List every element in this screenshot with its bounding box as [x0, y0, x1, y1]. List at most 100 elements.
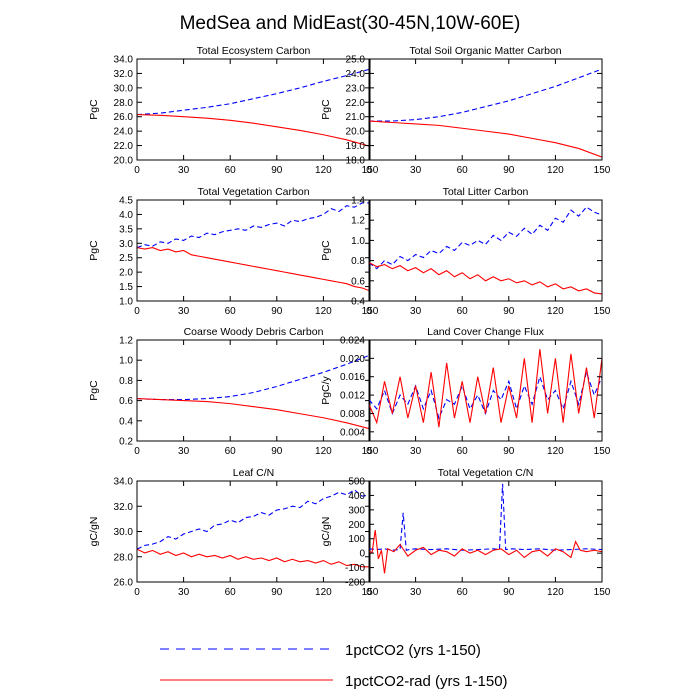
- y-tick-label: 0.016: [340, 372, 365, 383]
- panel-total-soil-organic-matter-carbon: Total Soil Organic Matter Carbon PgC 0 30 60…: [320, 45, 611, 176]
- y-tick-label: 30.0: [114, 83, 134, 94]
- panel-grid: Total Ecosystem Carbon PgC 0 30 60 90 120 150 20…: [88, 45, 611, 598]
- y-tick-label: 4.0: [119, 210, 133, 221]
- x-tick-label: 150: [362, 165, 379, 176]
- y-tick-label: 2.5: [119, 253, 133, 264]
- y-tick-label: 0.004: [340, 427, 365, 438]
- series-line-1pctco2-yrs-1-150: [369, 68, 602, 122]
- series-group: [369, 206, 602, 295]
- y-tick-label: 0.8: [119, 376, 133, 387]
- x-tick-label: 90: [271, 446, 283, 457]
- x-tick-label: 30: [410, 587, 422, 598]
- series-line-1pctco2-rad-yrs-1-150: [137, 398, 370, 430]
- y-tick-label: 1.4: [351, 196, 365, 207]
- y-tick-label: 3.5: [119, 224, 133, 235]
- y-tick-label: 300: [348, 505, 365, 516]
- y-axis-label: PgC: [88, 99, 100, 120]
- figure-title: MedSea and MidEast(30-45N,10W-60E): [180, 13, 521, 34]
- panel-coarse-woody-debris-carbon: Coarse Woody Debris Carbon PgC 0 30 60 90 120 1…: [88, 326, 379, 457]
- series-line-1pctco2-rad-yrs-1-150: [137, 247, 370, 292]
- series-line-1pctco2-rad-yrs-1-150: [137, 114, 370, 147]
- y-tick-label: 26.0: [114, 112, 134, 123]
- x-tick-label: 30: [178, 165, 190, 176]
- x-tick-label: 0: [134, 587, 140, 598]
- series-group: [137, 489, 370, 568]
- x-tick-label: 120: [315, 587, 332, 598]
- y-tick-label: 3.0: [119, 239, 133, 250]
- x-tick-label: 30: [178, 587, 190, 598]
- panel-title: Leaf C/N: [233, 467, 274, 479]
- x-tick-label: 60: [457, 165, 469, 176]
- plot-frame: [368, 58, 603, 161]
- y-axis-label: PgC: [88, 240, 100, 261]
- y-axis-label: PgC: [320, 99, 332, 120]
- x-tick-label: 30: [410, 165, 422, 176]
- panel-title: Total Litter Carbon: [443, 186, 529, 198]
- x-tick-label: 60: [457, 446, 469, 457]
- x-tick-label: 60: [225, 165, 237, 176]
- x-tick-label: 30: [410, 306, 422, 317]
- x-tick-label: 90: [503, 587, 515, 598]
- y-tick-label: 20.0: [114, 156, 134, 167]
- y-tick-label: 34.0: [114, 477, 134, 488]
- series-group: [369, 349, 602, 428]
- y-tick-label: 0.4: [119, 416, 133, 427]
- y-tick-label: 0: [359, 549, 365, 560]
- y-axis-label: PgC: [320, 240, 332, 261]
- series-line-1pctco2-rad-yrs-1-150: [369, 120, 602, 158]
- series-line-1pctco2-rad-yrs-1-150: [369, 262, 602, 295]
- y-tick-label: 0.8: [351, 256, 365, 267]
- panel-title: Total Vegetation Carbon: [197, 186, 309, 198]
- y-axis-label: PgC: [88, 380, 100, 401]
- legend-label-1pctco2-rad: 1pctCO2-rad (yrs 1-150): [345, 673, 508, 690]
- y-tick-label: 24.0: [346, 69, 366, 80]
- y-tick-label: 34.0: [114, 55, 134, 66]
- panel-title: Total Soil Organic Matter Carbon: [409, 45, 561, 57]
- y-tick-label: 28.0: [114, 552, 134, 563]
- x-tick-label: 90: [503, 165, 515, 176]
- series-line-1pctco2-yrs-1-150: [137, 68, 370, 116]
- series-line-1pctco2-yrs-1-150: [369, 483, 602, 551]
- y-tick-label: 0.020: [340, 354, 365, 365]
- x-tick-label: 30: [410, 446, 422, 457]
- series-group: [369, 68, 602, 158]
- y-axis-label: gC/gN: [88, 517, 100, 547]
- series-line-1pctco2-rad-yrs-1-150: [369, 349, 602, 428]
- x-tick-label: 90: [503, 306, 515, 317]
- series-line-1pctco2-yrs-1-150: [137, 202, 370, 249]
- series-group: [369, 483, 602, 574]
- y-tick-label: 100: [348, 534, 365, 545]
- y-tick-label: 28.0: [114, 98, 134, 109]
- x-tick-label: 120: [547, 165, 564, 176]
- y-tick-label: 1.2: [351, 216, 365, 227]
- legend-label-1pctco2: 1pctCO2 (yrs 1-150): [345, 642, 481, 659]
- y-tick-label: 1.0: [119, 297, 133, 308]
- x-tick-label: 120: [547, 587, 564, 598]
- y-tick-label: 30.0: [114, 527, 134, 538]
- panel-title: Land Cover Change Flux: [427, 326, 544, 338]
- x-tick-label: 30: [178, 306, 190, 317]
- y-tick-label: 0.024: [340, 336, 365, 347]
- x-tick-label: 150: [594, 165, 611, 176]
- x-tick-label: 150: [594, 446, 611, 457]
- x-tick-label: 150: [594, 306, 611, 317]
- panel-total-vegetation-carbon: Total Vegetation Carbon PgC 0 30 60 90 120 150 1…: [88, 186, 379, 317]
- legend: 1pctCO2 (yrs 1-150) 1pctCO2-rad (yrs 1-1…: [160, 642, 508, 690]
- x-tick-label: 60: [225, 306, 237, 317]
- x-tick-label: 0: [366, 446, 372, 457]
- y-tick-label: 23.0: [346, 83, 366, 94]
- series-line-1pctco2-yrs-1-150: [137, 489, 370, 550]
- x-tick-label: 0: [134, 306, 140, 317]
- y-tick-label: 500: [348, 477, 365, 488]
- x-tick-label: 0: [366, 587, 372, 598]
- y-tick-label: 20.0: [346, 127, 366, 138]
- plot-frame: [136, 480, 371, 583]
- plot-frame: [368, 199, 603, 302]
- x-tick-label: 60: [225, 587, 237, 598]
- panel-total-vegetation-c-n: Total Vegetation C/NgC/gN0 30 60 90 120 150-2…: [320, 467, 611, 598]
- y-tick-label: 21.0: [346, 112, 366, 123]
- x-tick-label: 30: [178, 446, 190, 457]
- y-tick-label: 24.0: [114, 127, 134, 138]
